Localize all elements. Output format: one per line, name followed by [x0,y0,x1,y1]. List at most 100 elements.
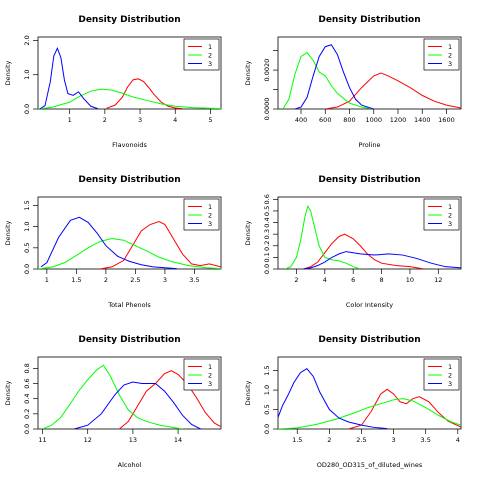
density-curve-3 [74,381,201,429]
x-tick-label: 2 [103,116,107,124]
y-tick-label: 1.0 [23,221,31,231]
x-tick-label: 13 [129,436,137,444]
x-tick-label: 2 [294,276,298,284]
y-tick-label: 0.0000 [263,98,271,121]
x-axis-label: Proline [358,141,380,149]
y-axis-label: Density [4,380,12,405]
legend: 123 [183,38,220,71]
x-tick-label: 1 [68,116,72,124]
density-curve-2 [38,88,221,109]
legend-label-1: 1 [208,203,212,211]
plot-frame [277,196,462,270]
legend: 123 [423,198,460,231]
density-curve-1 [119,370,221,429]
density-panel: Density Distribution 1.5 2 2.5 3 3.5 4 0.0 0.5 1.… [244,335,462,469]
x-tick-label: 4 [173,116,177,124]
x-tick-label: 8 [379,276,383,284]
y-tick-label: 0.8 [23,363,31,373]
plot-frame [37,196,222,270]
y-tick-label: 1.0 [23,70,31,80]
density-curve-1 [303,233,425,269]
plot-frame [277,356,462,430]
legend-label-3: 3 [208,60,212,68]
x-tick-label: 2.5 [356,436,366,444]
plot-frame [277,36,462,110]
y-tick-label: 2.0 [23,35,31,45]
density-curve-1 [325,72,461,109]
x-tick-label: 1 [45,276,49,284]
density-curve-2 [282,51,374,109]
x-tick-label: 1200 [390,116,407,124]
legend-label-1: 1 [448,43,452,51]
x-tick-label: 4 [323,276,327,284]
x-axis-label: Flavonoids [112,141,147,149]
y-axis-label: Density [244,380,252,405]
y-tick-label: 0.0020 [263,59,271,82]
y-tick-label: 0.5 [23,243,31,253]
y-tick-label: 0.2 [23,409,31,419]
legend: 123 [423,38,460,71]
y-tick-label: 0.5 [263,206,271,216]
density-curve-2 [38,238,221,269]
chart-title: Density Distribution [318,15,420,25]
y-tick-label: 0.3 [263,229,271,239]
y-axis-label: Density [244,220,252,245]
chart-title: Density Distribution [78,335,180,345]
legend-label-3: 3 [448,60,452,68]
y-axis-label: Density [4,220,12,245]
chart-title: Density Distribution [78,15,180,25]
density-panel: Density Distribution 1 1.5 2 2.5 3 3.5 0.0 0.5 1.… [4,175,222,309]
x-tick-label: 1400 [414,116,431,124]
chart-title: Density Distribution [318,335,420,345]
x-tick-label: 2 [104,276,108,284]
x-tick-label: 3 [138,116,142,124]
legend-label-1: 1 [448,203,452,211]
density-curve-1 [348,388,461,429]
density-curve-3 [40,216,177,269]
x-tick-label: 1000 [365,116,382,124]
x-tick-label: 3.5 [189,276,199,284]
legend-label-3: 3 [208,220,212,228]
x-tick-label: 2 [327,436,331,444]
x-tick-label: 2.5 [130,276,140,284]
x-tick-label: 10 [406,276,414,284]
y-tick-label: 1.0 [263,385,271,395]
legend-label-1: 1 [208,363,212,371]
legend-label-2: 2 [448,371,452,379]
x-tick-label: 12 [84,436,92,444]
x-tick-label: 4 [456,436,460,444]
density-panel: Density Distribution 400 600 800 1000 1200 140… [244,15,462,149]
density-curve-1 [99,221,221,269]
legend-label-3: 3 [448,220,452,228]
plot-frame [37,356,222,430]
y-tick-label: 0.4 [263,217,271,227]
y-tick-label: 0.2 [263,241,271,251]
legend-label-2: 2 [208,211,212,219]
legend-label-2: 2 [448,51,452,59]
y-tick-label: 0.0 [263,264,271,274]
density-curve-2 [278,398,461,429]
legend: 123 [183,358,220,391]
y-tick-label: 0.0 [23,264,31,274]
x-tick-label: 1.5 [71,276,81,284]
x-tick-label: 11 [38,436,46,444]
x-tick-label: 12 [434,276,442,284]
chart-title: Density Distribution [78,175,180,185]
y-tick-label: 0.4 [23,394,31,404]
y-axis-label: Density [4,60,12,85]
density-curve-2 [42,364,183,429]
y-tick-label: 0.6 [23,378,31,388]
x-axis-label: Color Intensity [346,301,393,309]
x-tick-label: 3.5 [421,436,431,444]
legend-label-1: 1 [208,43,212,51]
x-tick-label: 5 [208,116,212,124]
y-tick-label: 0.5 [263,404,271,414]
y-tick-label: 0.1 [263,252,271,262]
legend-label-1: 1 [448,363,452,371]
y-tick-label: 0.0 [23,424,31,434]
y-tick-label: 1.5 [23,200,31,210]
